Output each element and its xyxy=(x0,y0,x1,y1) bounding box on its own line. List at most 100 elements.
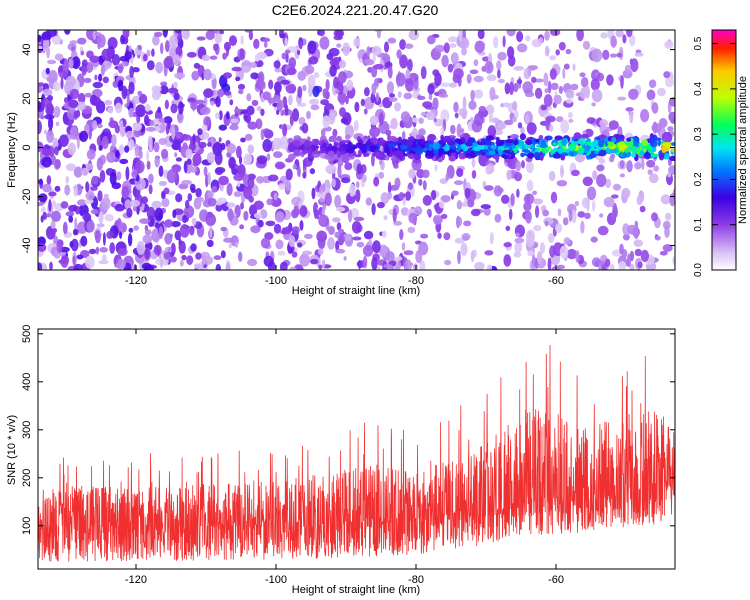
spectrogram-cell xyxy=(113,258,119,264)
spectrogram-signal-cell xyxy=(473,146,482,152)
spectrogram-cell xyxy=(121,196,125,204)
spectrogram-cell xyxy=(372,240,381,254)
spectrogram-cell xyxy=(196,36,206,41)
spectrogram-cell xyxy=(193,62,201,69)
spectrogram-cell xyxy=(516,79,523,85)
spectrogram-cell xyxy=(272,137,282,150)
spectrogram-cell xyxy=(647,169,653,176)
spectrogram-cell xyxy=(60,77,64,90)
spectrogram-cell xyxy=(205,213,216,227)
spectrogram-cell xyxy=(556,116,564,123)
spectrogram-cell xyxy=(329,58,339,67)
spectrogram-cell xyxy=(118,144,125,155)
spectrogram-cell xyxy=(471,158,476,168)
y-tick-label: -20 xyxy=(21,189,33,205)
spectrogram-cell xyxy=(503,102,510,108)
spectrogram-cell xyxy=(176,111,184,124)
spectrogram-signal-cell xyxy=(407,153,415,159)
spectrogram-cell xyxy=(473,89,484,99)
spectrogram-cell xyxy=(193,263,202,269)
spectrogram-signal-cell xyxy=(432,142,440,150)
spectrogram-cell xyxy=(157,106,161,114)
spectrogram-cell xyxy=(354,101,360,113)
spectrogram-cell xyxy=(659,251,668,256)
spectrogram-signal-cell xyxy=(557,147,564,155)
spectrogram-cell xyxy=(167,116,171,130)
spectrogram-cell xyxy=(470,89,475,102)
spectrogram-cell xyxy=(205,174,209,188)
spectrogram-cell xyxy=(543,94,553,107)
spectrogram-cell xyxy=(486,264,493,270)
spectrogram-cell xyxy=(454,112,459,119)
spectrogram-signal-cell xyxy=(467,137,476,144)
spectrogram-cell xyxy=(284,104,289,116)
spectrogram-cell xyxy=(292,226,300,235)
spectrogram-signal-cell xyxy=(639,150,645,155)
spectrogram-cell xyxy=(146,160,151,170)
spectrogram-cell xyxy=(38,86,43,93)
y-tick-label: -40 xyxy=(21,238,33,254)
spectrogram-cell xyxy=(229,124,239,131)
spectrogram-cell xyxy=(222,52,228,60)
spectrogram-cell xyxy=(567,111,573,119)
spectrogram-cell xyxy=(665,76,674,88)
spectrogram-cell xyxy=(461,233,471,241)
spectrogram-cell xyxy=(549,68,557,80)
spectrogram-cell xyxy=(336,222,342,231)
spectrogram-cell xyxy=(41,148,53,156)
spectrogram-cell xyxy=(586,186,597,201)
spectrogram-cell xyxy=(472,249,477,258)
spectrogram-cell xyxy=(668,111,675,122)
spectrogram-cell xyxy=(215,167,226,174)
spectrogram-cell xyxy=(94,230,101,244)
spectrogram-signal-cell xyxy=(533,151,541,159)
spectrogram-cell xyxy=(253,200,264,210)
spectrogram-cell xyxy=(178,101,184,115)
spectrogram-cell xyxy=(70,238,79,252)
spectrogram-cell xyxy=(274,161,285,170)
spectrogram-cell xyxy=(98,211,104,224)
spectrogram-cell xyxy=(275,239,284,250)
spectrogram-signal-cell xyxy=(327,150,335,158)
spectrogram-cell xyxy=(328,47,340,57)
spectrogram-cell xyxy=(223,41,231,51)
spectrogram-cell xyxy=(462,96,467,110)
spectrogram-cell xyxy=(285,84,297,94)
spectrogram-cell xyxy=(657,87,666,97)
spectrogram-cell xyxy=(92,30,97,41)
spectrogram-cell xyxy=(582,130,587,136)
spectrogram-cell xyxy=(448,36,458,43)
spectrogram-cell xyxy=(170,242,176,256)
spectrogram-cell xyxy=(304,65,315,75)
spectrogram-cell xyxy=(111,134,117,147)
spectrogram-signal-cell xyxy=(304,140,309,148)
spectrogram-cell xyxy=(374,30,383,33)
spectrogram-cell xyxy=(69,241,74,248)
spectrogram-cell xyxy=(547,257,552,270)
spectrogram-cell xyxy=(662,244,673,252)
spectrogram-cell xyxy=(179,259,184,267)
spectrogram-cell xyxy=(405,78,414,92)
spectrogram-signal-cell xyxy=(379,137,384,142)
spectrogram-cell xyxy=(550,82,559,91)
spectrogram-signal-cell xyxy=(458,152,467,160)
spectrogram-cell xyxy=(516,43,528,53)
spectrogram-cell xyxy=(506,169,512,181)
spectrogram-cell xyxy=(407,182,414,190)
spectrogram-cell xyxy=(119,230,123,239)
spectrogram-cell xyxy=(539,242,546,254)
spectrogram-cell xyxy=(526,122,537,135)
spectrogram-cell xyxy=(584,212,591,219)
spectrogram-cell xyxy=(516,188,520,198)
spectrogram-cell xyxy=(88,248,97,255)
spectrogram-cell xyxy=(139,93,148,104)
spectrogram-cell xyxy=(225,262,231,270)
spectrogram-cell xyxy=(160,81,168,87)
spectrogram-cell xyxy=(213,30,222,35)
spectrogram-cell xyxy=(46,175,52,186)
spectrogram-cell xyxy=(58,65,64,73)
spectrogram-cell xyxy=(211,185,218,193)
spectrogram-cell xyxy=(364,87,370,97)
x-tick-label: -80 xyxy=(408,574,424,586)
